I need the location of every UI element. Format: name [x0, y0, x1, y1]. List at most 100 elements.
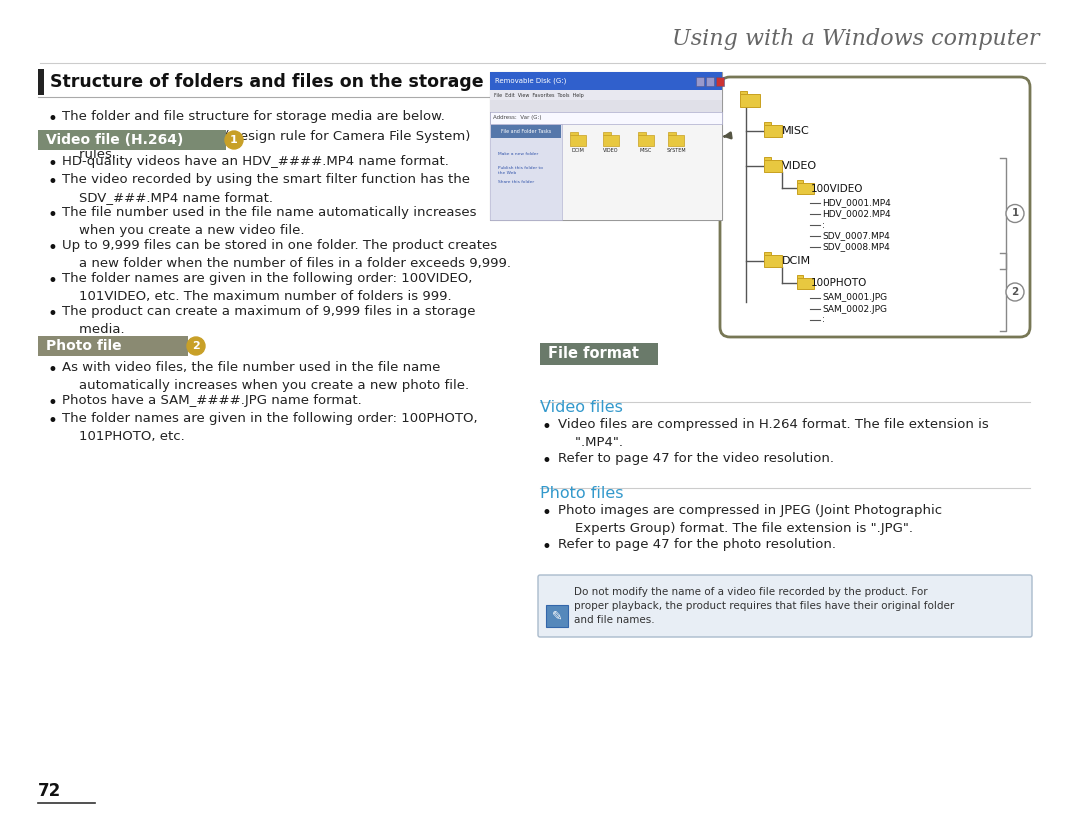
Bar [570, 132, 578, 135]
Bar [740, 94, 759, 107]
Text: Removable Disk (G:): Removable Disk (G:) [495, 78, 566, 84]
Text: SDV_0008.MP4: SDV_0008.MP4 [822, 243, 890, 252]
Text: Make a new folder: Make a new folder [498, 152, 538, 156]
Text: HDV_0002.MP4: HDV_0002.MP4 [822, 210, 891, 219]
Bar [638, 135, 654, 146]
Text: The folder and file structure for storage media are below.: The folder and file structure for storag… [62, 110, 445, 123]
Bar [764, 157, 771, 160]
Text: DCIM: DCIM [571, 148, 584, 153]
Text: File naming follows DCF (Design rule for Camera File System)
    rules.: File naming follows DCF (Design rule for… [62, 130, 471, 161]
Bar [706, 77, 714, 86]
Text: Video file (H.264): Video file (H.264) [46, 133, 184, 147]
Bar [740, 91, 747, 94]
Text: 1: 1 [230, 135, 238, 145]
Text: VIDEO: VIDEO [782, 161, 818, 171]
Text: HD-quality videos have an HDV_####.MP4 name format.: HD-quality videos have an HDV_####.MP4 n… [62, 155, 449, 168]
Text: SYSTEM: SYSTEM [666, 148, 686, 153]
Bar [603, 132, 611, 135]
Text: •: • [542, 452, 552, 470]
Text: •: • [542, 418, 552, 436]
Text: File and Folder Tasks: File and Folder Tasks [501, 129, 551, 134]
Text: Share this folder: Share this folder [498, 180, 535, 184]
Bar [797, 276, 804, 278]
Bar [490, 112, 723, 124]
Bar [490, 124, 723, 220]
Text: •: • [48, 206, 58, 224]
Circle shape [1005, 283, 1024, 301]
Text: Do not modify the name of a video file recorded by the product. For
proper playb: Do not modify the name of a video file r… [573, 587, 955, 625]
Text: •: • [48, 361, 58, 379]
Bar [546, 605, 568, 627]
Text: •: • [48, 394, 58, 412]
Bar [797, 180, 804, 183]
Text: Address:  Var (G:): Address: Var (G:) [492, 116, 541, 120]
Text: Photos have a SAM_####.JPG name format.: Photos have a SAM_####.JPG name format. [62, 394, 362, 407]
Text: •: • [48, 173, 58, 191]
Text: Refer to page 47 for the video resolution.: Refer to page 47 for the video resolutio… [558, 452, 834, 465]
Text: Photo file: Photo file [46, 339, 122, 353]
Bar [490, 72, 723, 220]
Text: File  Edit  View  Favorites  Tools  Help: File Edit View Favorites Tools Help [494, 92, 584, 97]
Bar [490, 90, 723, 100]
Text: 72: 72 [38, 782, 62, 800]
Text: File format: File format [548, 346, 639, 361]
Text: Video files: Video files [540, 400, 623, 415]
Text: SDV_0007.MP4: SDV_0007.MP4 [822, 232, 890, 241]
Bar [38, 130, 226, 150]
Bar [764, 122, 771, 125]
Circle shape [187, 337, 205, 355]
Bar [638, 132, 646, 135]
Bar [491, 125, 561, 138]
Bar [490, 100, 723, 112]
Text: 2: 2 [192, 341, 200, 351]
Text: :: : [822, 220, 825, 229]
Text: Video files are compressed in H.264 format. The file extension is
    ".MP4".: Video files are compressed in H.264 form… [558, 418, 989, 449]
Text: The folder names are given in the following order: 100PHOTO,
    101PHOTO, etc.: The folder names are given in the follow… [62, 412, 477, 443]
Text: SAM_0002.JPG: SAM_0002.JPG [822, 304, 887, 314]
Text: The folder names are given in the following order: 100VIDEO,
    101VIDEO, etc. : The folder names are given in the follow… [62, 272, 472, 303]
Text: •: • [542, 538, 552, 556]
Text: The file number used in the file name automatically increases
    when you creat: The file number used in the file name au… [62, 206, 476, 237]
Text: •: • [48, 110, 58, 128]
Bar [38, 336, 188, 356]
Text: Publish this folder to
the Web: Publish this folder to the Web [498, 166, 543, 175]
Bar [540, 343, 658, 365]
Text: 100PHOTO: 100PHOTO [811, 279, 867, 289]
Bar [490, 72, 723, 90]
Text: MISC: MISC [782, 126, 810, 136]
Bar [696, 77, 704, 86]
Bar [603, 135, 619, 146]
Text: HDV_0001.MP4: HDV_0001.MP4 [822, 199, 891, 208]
Text: 2: 2 [1011, 287, 1018, 297]
Bar [764, 252, 771, 255]
Text: Photo files: Photo files [540, 486, 623, 501]
Bar [764, 125, 782, 137]
Text: •: • [542, 504, 552, 522]
Text: DCIM: DCIM [782, 256, 811, 266]
Bar [764, 255, 782, 267]
Text: SAM_0001.JPG: SAM_0001.JPG [822, 294, 887, 303]
Bar [490, 124, 562, 220]
Text: :: : [822, 315, 825, 324]
Text: •: • [48, 239, 58, 257]
Text: MISC: MISC [639, 148, 652, 153]
Text: VIDEO: VIDEO [604, 148, 619, 153]
FancyBboxPatch shape [720, 77, 1030, 337]
Text: •: • [48, 155, 58, 173]
Text: Photo images are compressed in JPEG (Joint Photographic
    Experts Group) forma: Photo images are compressed in JPEG (Joi… [558, 504, 942, 535]
Circle shape [1005, 205, 1024, 223]
Text: Structure of folders and files on the storage media: Structure of folders and files on the st… [50, 73, 550, 91]
Bar [764, 160, 782, 172]
Bar [716, 77, 724, 86]
Bar [669, 135, 684, 146]
Text: As with video files, the file number used in the file name
    automatically inc: As with video files, the file number use… [62, 361, 469, 392]
Text: •: • [48, 412, 58, 430]
Text: •: • [48, 305, 58, 323]
Text: •: • [48, 130, 58, 148]
Circle shape [225, 131, 243, 149]
Text: •: • [48, 272, 58, 290]
Text: ✎: ✎ [552, 610, 563, 623]
Bar [797, 278, 813, 289]
Text: The video recorded by using the smart filter function has the
    SDV_###.MP4 na: The video recorded by using the smart fi… [62, 173, 470, 204]
Text: 100VIDEO: 100VIDEO [811, 183, 864, 194]
